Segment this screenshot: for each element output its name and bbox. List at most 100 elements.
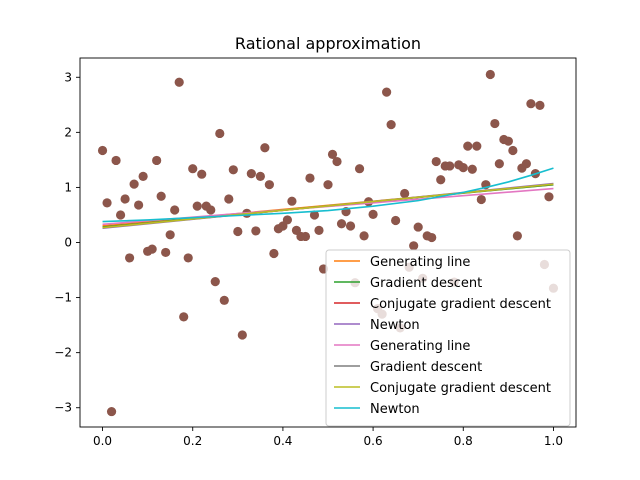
data-point	[544, 192, 554, 202]
y-tick-label: 2	[64, 125, 72, 139]
data-point	[431, 156, 441, 167]
data-point	[391, 215, 401, 226]
data-point	[508, 145, 518, 156]
legend: Generating line Gradient descent Conjugate…	[325, 249, 571, 427]
data-point	[282, 215, 293, 225]
legend-label: Generating line	[370, 339, 470, 354]
data-point	[192, 201, 202, 211]
x-tick-label: 0.4	[273, 434, 292, 448]
data-point	[102, 198, 112, 208]
data-point	[332, 156, 342, 167]
series-line	[102, 167, 554, 223]
data-point	[413, 222, 423, 232]
data-point	[125, 253, 135, 263]
legend-label: Gradient descent	[370, 276, 482, 291]
legend-label: Generating line	[370, 255, 470, 270]
data-point	[210, 277, 220, 287]
data-point	[535, 100, 545, 110]
data-point	[170, 205, 180, 215]
data-point	[300, 231, 311, 242]
data-point	[174, 77, 184, 87]
x-tick-label: 0.8	[454, 434, 473, 448]
legend-label: Conjugate gradient descent	[370, 381, 551, 396]
series-line	[102, 183, 554, 229]
data-point	[476, 194, 486, 205]
data-point	[287, 196, 297, 206]
data-point	[251, 226, 261, 236]
legend-label: Gradient descent	[370, 360, 482, 375]
data-point	[494, 159, 504, 169]
data-point	[161, 247, 171, 258]
data-point	[305, 173, 315, 183]
x-tick-label: 0.0	[93, 434, 112, 448]
data-point	[106, 406, 117, 417]
data-point	[264, 180, 274, 190]
data-point	[354, 164, 365, 174]
legend-box	[325, 249, 571, 427]
data-point	[111, 155, 121, 166]
data-point	[224, 194, 234, 204]
x-tick-label: 0.2	[183, 434, 202, 448]
data-point	[409, 241, 419, 251]
y-axis: −3 −2 −1 0 1 2 3	[54, 70, 80, 415]
data-point	[472, 141, 482, 151]
data-point	[512, 231, 522, 241]
plot-area	[97, 69, 559, 417]
data-point	[521, 159, 532, 169]
data-point	[463, 141, 473, 151]
data-point	[97, 145, 108, 156]
data-point	[436, 175, 446, 185]
legend-label: Newton	[370, 318, 420, 333]
data-point	[485, 69, 495, 80]
x-tick-label: 0.6	[364, 434, 383, 448]
data-point	[134, 200, 144, 210]
y-tick-label: 1	[64, 180, 72, 194]
legend-label: Conjugate gradient descent	[370, 297, 551, 312]
data-point	[120, 194, 130, 204]
data-point	[183, 253, 193, 263]
data-point	[427, 232, 437, 243]
data-point	[382, 87, 392, 97]
y-tick-label: 0	[64, 236, 72, 250]
y-tick-label: 3	[64, 70, 72, 84]
data-point	[386, 120, 396, 130]
data-point	[490, 118, 500, 129]
data-point	[526, 99, 536, 109]
data-point	[458, 162, 468, 173]
data-point	[359, 231, 369, 241]
data-point	[197, 169, 207, 179]
data-point	[129, 179, 139, 189]
data-point	[138, 171, 148, 182]
data-point	[314, 225, 324, 235]
x-axis: 0.0 0.2 0.4 0.6 0.8 1.0	[79, 57, 577, 448]
data-point	[260, 143, 270, 153]
data-point	[179, 312, 189, 322]
data-point	[327, 149, 338, 159]
y-tick-label: −3	[54, 401, 72, 415]
data-point	[246, 169, 256, 179]
data-point	[368, 209, 378, 220]
data-point	[152, 155, 162, 166]
y-tick-label: −2	[54, 346, 72, 360]
data-point	[215, 128, 225, 139]
data-point	[269, 248, 279, 259]
x-tick-label: 1.0	[544, 434, 563, 448]
data-point	[115, 210, 126, 220]
data-point	[467, 164, 477, 174]
data-point	[400, 188, 410, 199]
data-point	[323, 180, 333, 190]
data-point	[237, 330, 247, 340]
data-point	[503, 136, 513, 146]
data-point	[188, 164, 198, 174]
data-point	[233, 226, 243, 237]
chart-title: Rational approximation	[235, 34, 421, 53]
data-point	[165, 230, 175, 240]
data-point	[228, 165, 238, 175]
data-point	[156, 191, 166, 201]
data-point	[445, 161, 455, 171]
data-point	[255, 171, 265, 182]
y-tick-label: −1	[54, 291, 72, 305]
data-point	[147, 244, 157, 254]
data-point	[336, 219, 347, 229]
